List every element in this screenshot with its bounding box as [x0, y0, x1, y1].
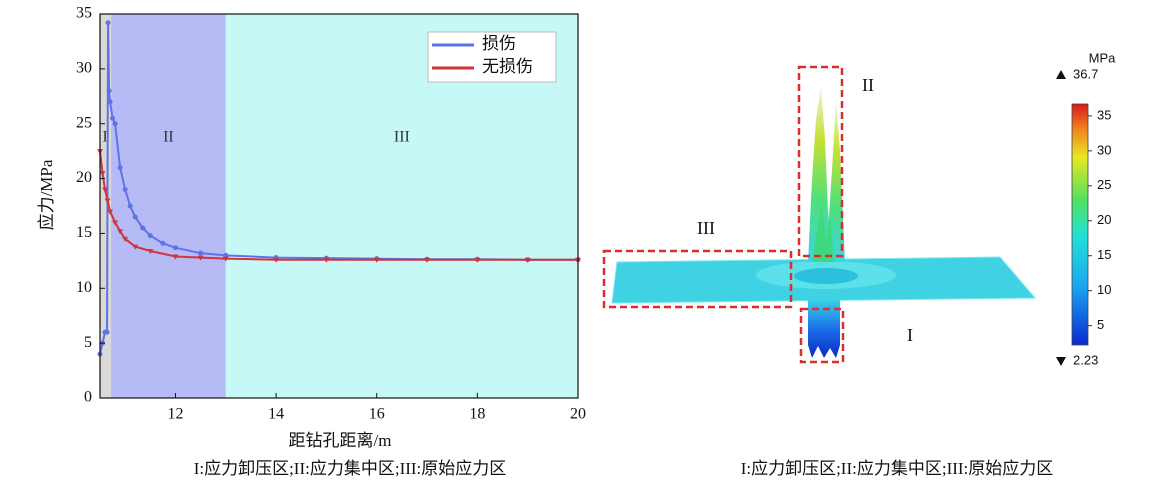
legend-label: 无损伤	[482, 57, 533, 76]
marker	[222, 256, 229, 262]
y-axis-label: 应力/MPa	[37, 159, 56, 230]
marker	[524, 257, 531, 263]
marker	[273, 257, 280, 263]
surface-plot: I II III MPa I:应力卸压区;II:应力集中区;III:原始应力区 …	[602, 50, 1117, 478]
marker	[112, 121, 118, 127]
x-tick-label: 12	[167, 406, 183, 423]
colorbar-tick-label: 20	[1097, 212, 1111, 227]
marker	[147, 233, 153, 239]
region-box	[602, 249, 793, 309]
colorbar-tick-label: 15	[1097, 247, 1111, 262]
marker	[147, 248, 154, 254]
marker	[127, 203, 133, 209]
marker	[373, 257, 380, 263]
y-tick-label: 5	[84, 334, 92, 351]
marker	[110, 115, 116, 121]
mid-spike	[812, 205, 834, 262]
marker	[105, 20, 111, 26]
marker	[102, 187, 109, 193]
marker	[122, 236, 129, 242]
marker	[117, 165, 123, 171]
marker	[104, 329, 110, 335]
marker	[106, 88, 112, 94]
region-label: II	[862, 75, 874, 95]
x-axis-label: 距钻孔距离/m	[289, 431, 392, 450]
min-marker	[1056, 357, 1066, 366]
marker	[117, 229, 124, 235]
colorbar-tick-label: 35	[1097, 107, 1111, 122]
colorbar-max: 36.7	[1073, 66, 1098, 81]
marker	[172, 245, 178, 251]
colorbar-tick-label: 5	[1097, 317, 1104, 332]
region-box	[797, 65, 844, 258]
max-marker	[1056, 70, 1066, 79]
colorbar-min: 2.23	[1073, 352, 1098, 367]
x-tick-label: 14	[268, 406, 284, 423]
colorbar	[1071, 103, 1089, 346]
marker	[474, 257, 481, 263]
marker	[132, 214, 138, 220]
y-tick-label: 0	[84, 389, 92, 406]
marker	[140, 225, 146, 231]
colorbar-tick-label: 10	[1097, 282, 1111, 297]
marker	[122, 187, 128, 193]
marker	[107, 99, 113, 105]
y-tick-label: 30	[76, 60, 92, 77]
colorbar-tick-label: 25	[1097, 177, 1111, 192]
marker	[172, 254, 179, 260]
marker	[160, 240, 166, 246]
plate-bump	[794, 268, 858, 284]
region-label: III	[394, 129, 410, 146]
y-tick-label: 15	[76, 224, 92, 241]
marker	[198, 250, 204, 256]
x-tick-label: 20	[570, 406, 586, 423]
region-label: II	[163, 129, 174, 146]
series-line	[99, 22, 578, 355]
caption: I:应力卸压区;II:应力集中区;III:原始应力区	[741, 459, 1054, 478]
colorbar-unit: MPa	[1089, 50, 1117, 65]
high-spike	[826, 100, 845, 262]
region-box	[799, 307, 845, 364]
y-tick-label: 25	[76, 114, 92, 131]
low-spike	[808, 300, 840, 358]
legend-label: 损伤	[482, 34, 516, 53]
region-label: I	[907, 325, 913, 345]
region	[100, 14, 112, 398]
y-tick-label: 35	[76, 5, 92, 22]
marker	[424, 257, 431, 263]
y-tick-label: 10	[76, 279, 92, 296]
region-label: III	[697, 218, 715, 238]
marker	[132, 244, 139, 250]
x-tick-label: 16	[369, 406, 385, 423]
x-tick-label: 18	[469, 406, 485, 423]
marker	[223, 252, 229, 258]
caption: I:应力卸压区;II:应力集中区;III:原始应力区	[194, 459, 507, 478]
marker	[104, 198, 111, 204]
line-chart: 距钻孔距离/m 应力/MPa I:应力卸压区;II:应力集中区;III:原始应力…	[37, 5, 586, 478]
marker	[99, 171, 106, 177]
y-tick-label: 20	[76, 169, 92, 186]
legend-box	[427, 31, 557, 83]
region-label: I	[102, 129, 107, 146]
marker	[112, 220, 119, 226]
plot-frame	[99, 13, 579, 399]
marker	[197, 255, 204, 261]
marker	[107, 209, 114, 215]
high-spike	[808, 85, 832, 262]
colorbar-tick-label: 30	[1097, 142, 1111, 157]
marker	[323, 257, 330, 263]
